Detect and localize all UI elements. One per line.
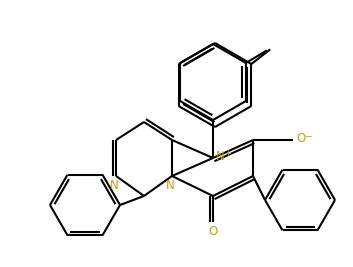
Text: O: O xyxy=(296,132,305,146)
Text: N: N xyxy=(166,179,174,192)
Text: +: + xyxy=(224,148,231,158)
Text: N: N xyxy=(110,179,118,192)
Text: N: N xyxy=(216,150,225,163)
Text: O: O xyxy=(208,225,218,238)
Text: −: − xyxy=(304,132,311,140)
